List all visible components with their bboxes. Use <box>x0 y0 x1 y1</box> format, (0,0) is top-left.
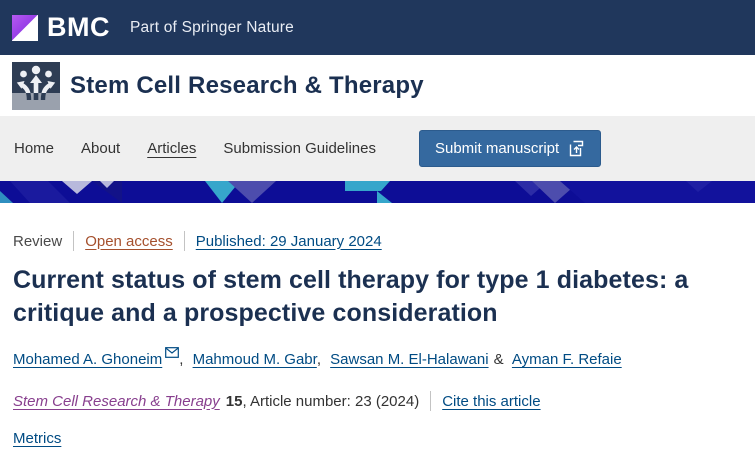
document-upload-icon <box>568 140 585 157</box>
journal-citation-link[interactable]: Stem Cell Research & Therapy <box>13 392 220 410</box>
journal-header: Stem Cell Research & Therapy <box>0 55 755 116</box>
cite-this-article-link[interactable]: Cite this article <box>442 392 541 410</box>
banner-pattern <box>0 181 755 203</box>
bmc-logo[interactable]: BMC <box>12 12 110 43</box>
top-bar: BMC Part of Springer Nature <box>0 0 755 55</box>
nav-item-about[interactable]: About <box>81 140 121 157</box>
article-number-text: , Article number: 23 (2024) <box>242 392 420 410</box>
author-separator: , <box>179 351 184 368</box>
submit-manuscript-label: Submit manuscript <box>434 140 560 157</box>
journal-title: Stem Cell Research & Therapy <box>70 71 424 99</box>
journal-logo-icon[interactable] <box>12 61 60 110</box>
published-date-link[interactable]: Published: 29 January 2024 <box>195 232 382 250</box>
metrics-link[interactable]: Metrics <box>13 430 62 447</box>
metrics-row: Metrics <box>13 430 742 447</box>
submit-manuscript-button[interactable]: Submit manuscript <box>418 130 602 167</box>
author-separator: , <box>316 351 321 368</box>
bmc-brand-text: BMC <box>47 12 110 42</box>
article-meta-row: Review Open access Published: 29 January… <box>13 231 742 251</box>
envelope-icon[interactable] <box>165 345 180 362</box>
article-title: Current status of stem cell therapy for … <box>13 266 689 327</box>
authors-row: Mohamed A. Ghoneim, Mahmoud M. Gabr, Saw… <box>13 347 742 368</box>
citation-row: Stem Cell Research & Therapy 15 , Articl… <box>13 391 742 411</box>
nav-item-articles[interactable]: Articles <box>147 140 197 157</box>
volume-number: 15 <box>225 392 243 410</box>
author-link[interactable]: Mahmoud M. Gabr <box>192 351 317 368</box>
author-link[interactable]: Mohamed A. Ghoneim <box>13 351 163 368</box>
open-access-link[interactable]: Open access <box>85 232 173 250</box>
author-link[interactable]: Ayman F. Refaie <box>511 351 622 368</box>
divider <box>183 231 185 251</box>
nav-item-submission-guidelines[interactable]: Submission Guidelines <box>223 140 376 157</box>
article-type: Review <box>13 232 63 250</box>
article-content: Review Open access Published: 29 January… <box>0 231 755 447</box>
bmc-logo-icon <box>12 14 38 41</box>
nav-item-home[interactable]: Home <box>14 140 55 157</box>
author-ampersand: & <box>493 351 504 368</box>
springer-nature-tagline: Part of Springer Nature <box>130 18 294 36</box>
nav-bar: Home About Articles Submission Guideline… <box>0 116 755 181</box>
author-link[interactable]: Sawsan M. El-Halawani <box>330 351 489 368</box>
divider <box>430 391 432 411</box>
divider <box>73 231 75 251</box>
